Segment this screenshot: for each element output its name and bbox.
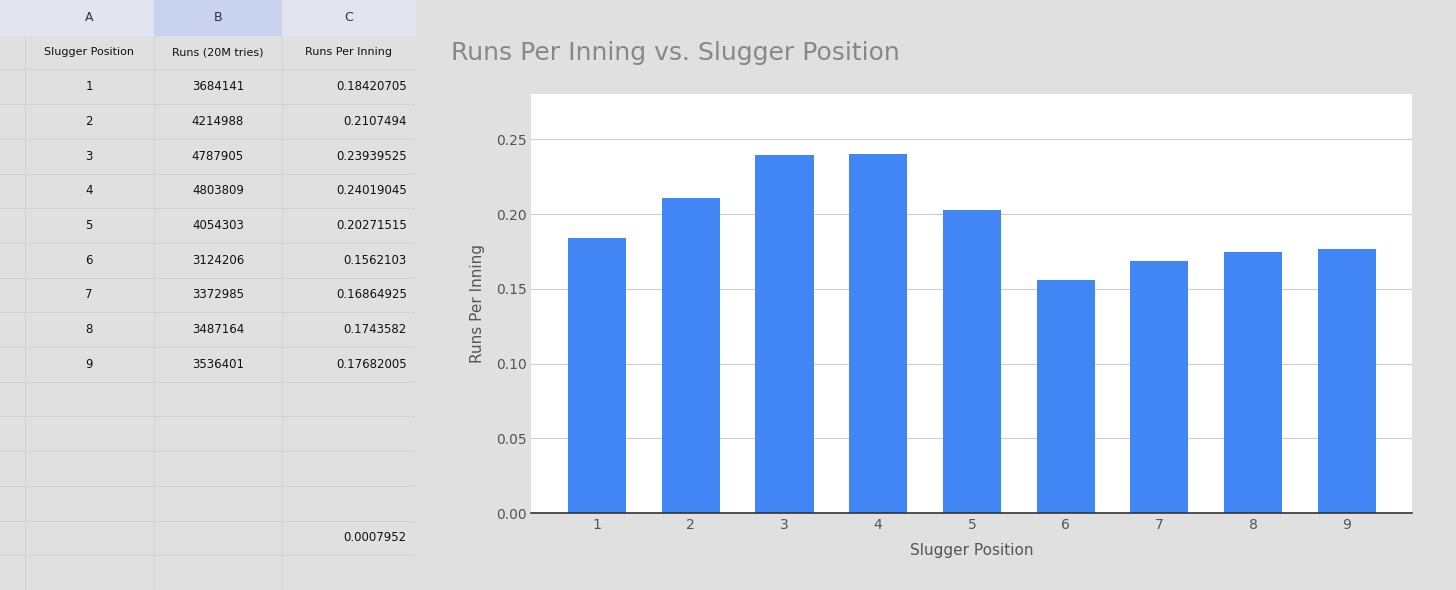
Bar xyxy=(661,198,719,513)
Bar xyxy=(282,0,415,35)
Text: 7: 7 xyxy=(86,289,93,301)
Text: 9: 9 xyxy=(86,358,93,371)
Text: 4: 4 xyxy=(86,185,93,198)
Text: 0.16864925: 0.16864925 xyxy=(336,289,406,301)
Text: Runs Per Inning: Runs Per Inning xyxy=(306,47,392,57)
Text: 5: 5 xyxy=(86,219,93,232)
Text: 3536401: 3536401 xyxy=(192,358,243,371)
Text: 4054303: 4054303 xyxy=(192,219,243,232)
Text: 6: 6 xyxy=(86,254,93,267)
Text: 0.1562103: 0.1562103 xyxy=(344,254,406,267)
Bar xyxy=(1224,253,1283,513)
Text: 4803809: 4803809 xyxy=(192,185,243,198)
Bar xyxy=(849,154,907,513)
Text: 8: 8 xyxy=(86,323,93,336)
Text: 3124206: 3124206 xyxy=(192,254,245,267)
Text: 0.23939525: 0.23939525 xyxy=(336,150,406,163)
Text: Runs (20M tries): Runs (20M tries) xyxy=(172,47,264,57)
Y-axis label: Runs Per Inning: Runs Per Inning xyxy=(470,244,485,363)
Text: 0.1743582: 0.1743582 xyxy=(344,323,406,336)
Text: 0.20271515: 0.20271515 xyxy=(336,219,406,232)
Bar xyxy=(0,0,25,35)
Bar xyxy=(153,0,282,35)
Text: 2: 2 xyxy=(86,115,93,128)
Bar xyxy=(25,0,153,35)
Text: 4787905: 4787905 xyxy=(192,150,245,163)
Bar xyxy=(568,238,626,513)
Text: 3: 3 xyxy=(86,150,93,163)
Text: B: B xyxy=(214,11,223,24)
Bar xyxy=(1130,261,1188,513)
Text: A: A xyxy=(84,11,93,24)
Text: 3684141: 3684141 xyxy=(192,80,245,93)
Text: Runs Per Inning vs. Slugger Position: Runs Per Inning vs. Slugger Position xyxy=(451,41,900,65)
Text: 3372985: 3372985 xyxy=(192,289,243,301)
Text: Slugger Position: Slugger Position xyxy=(44,47,134,57)
Text: 3487164: 3487164 xyxy=(192,323,245,336)
Bar xyxy=(756,155,814,513)
Bar xyxy=(1037,280,1095,513)
Text: 0.0007952: 0.0007952 xyxy=(344,532,406,545)
Text: 0.17682005: 0.17682005 xyxy=(336,358,406,371)
Text: C: C xyxy=(344,11,352,24)
X-axis label: Slugger Position: Slugger Position xyxy=(910,543,1034,558)
Text: 1: 1 xyxy=(86,80,93,93)
Text: 0.24019045: 0.24019045 xyxy=(336,185,406,198)
Bar xyxy=(943,210,1000,513)
Text: 0.18420705: 0.18420705 xyxy=(336,80,406,93)
Text: 4214988: 4214988 xyxy=(192,115,245,128)
Text: 0.2107494: 0.2107494 xyxy=(344,115,406,128)
Bar xyxy=(1318,249,1376,513)
